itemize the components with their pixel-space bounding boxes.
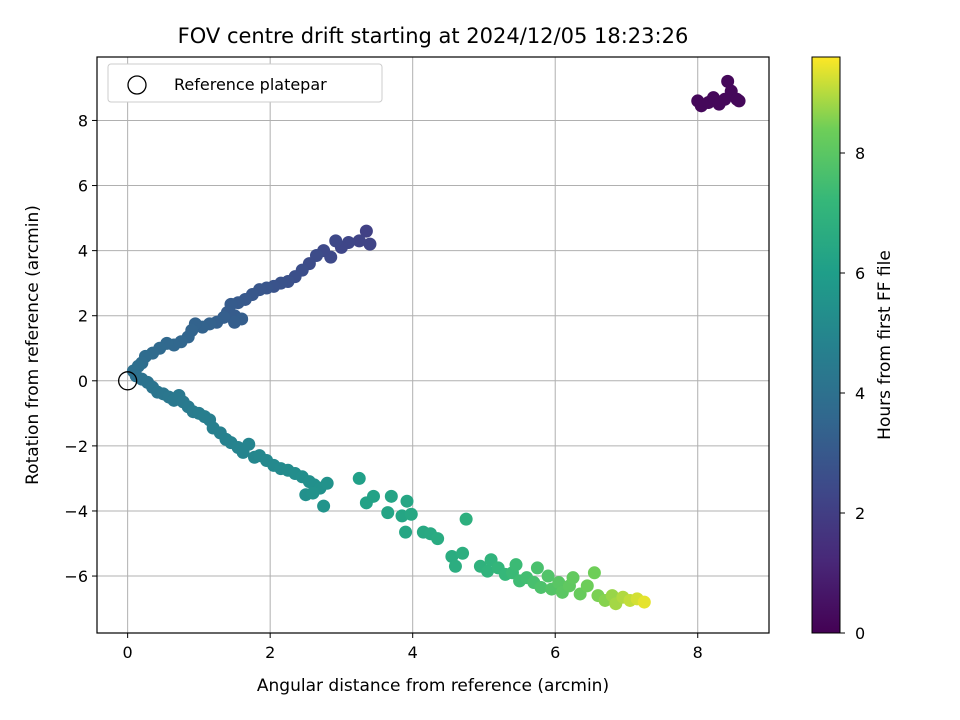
x-tick-label: 8 (693, 643, 703, 662)
data-point (431, 532, 445, 546)
colorbar: 0 2 4 6 8 Hours from first FF file (811, 56, 895, 643)
data-point (732, 94, 746, 108)
y-axis-label: Rotation from reference (arcmin) (23, 205, 43, 485)
data-point (404, 507, 418, 521)
data-point (352, 234, 366, 248)
y-tick-label: 4 (78, 242, 88, 261)
x-axis-ticks: 0 2 4 6 8 (123, 633, 703, 662)
data-point (637, 595, 651, 609)
y-tick-label: −6 (64, 567, 88, 586)
data-point (580, 579, 594, 593)
x-tick-label: 4 (408, 643, 418, 662)
data-point (552, 576, 566, 590)
data-point (448, 559, 462, 573)
colorbar-label: Hours from first FF file (875, 250, 895, 440)
data-point (352, 471, 366, 485)
data-point (721, 74, 735, 88)
y-tick-label: 6 (78, 177, 88, 196)
colorbar-gradient (811, 56, 841, 634)
data-point (384, 489, 398, 503)
colorbar-tick-label: 8 (855, 144, 865, 163)
legend-marker (127, 75, 147, 95)
colorbar-tick-label: 4 (855, 384, 865, 403)
data-point (359, 224, 373, 238)
data-point (366, 489, 380, 503)
data-point (456, 546, 470, 560)
data-point (381, 506, 395, 520)
data-point (445, 550, 459, 564)
y-tick-label: 0 (78, 372, 88, 391)
data-point (459, 512, 473, 526)
grid-lines (97, 57, 769, 633)
colorbar-tick-label: 0 (855, 624, 865, 643)
plot-frame (96, 56, 770, 634)
legend: Reference platepar (107, 63, 383, 103)
data-point (509, 558, 523, 572)
y-tick-label: 2 (78, 307, 88, 326)
x-tick-label: 0 (123, 643, 133, 662)
colorbar-ticks: 0 2 4 6 8 (840, 144, 865, 643)
data-point (242, 437, 256, 451)
y-axis-ticks: −6 −4 −2 0 2 4 6 8 (64, 111, 97, 586)
y-tick-label: 8 (78, 111, 88, 130)
chart-title: FOV centre drift starting at 2024/12/05 … (178, 24, 689, 48)
data-point (534, 580, 548, 594)
data-point (399, 525, 413, 539)
reference-platepar-marker (117, 371, 138, 391)
data-point (363, 237, 377, 251)
data-point (481, 564, 495, 578)
data-point (228, 315, 242, 329)
reference-marker (117, 371, 138, 391)
x-tick-label: 2 (265, 643, 275, 662)
data-point (329, 234, 343, 248)
data-point (317, 499, 331, 513)
colorbar-tick-label: 6 (855, 264, 865, 283)
data-point (541, 569, 555, 583)
data-point (400, 494, 414, 508)
legend-label: Reference platepar (174, 75, 327, 94)
data-point (566, 571, 580, 585)
legend-box (107, 63, 383, 103)
data-point (587, 566, 601, 580)
y-tick-label: −4 (64, 502, 88, 521)
data-point (320, 476, 334, 490)
scatter-points (126, 74, 746, 611)
colorbar-tick-label: 2 (855, 504, 865, 523)
data-point (306, 486, 320, 500)
x-axis-label: Angular distance from reference (arcmin) (257, 676, 609, 696)
x-tick-label: 6 (550, 643, 560, 662)
y-tick-label: −2 (64, 437, 88, 456)
data-point (530, 561, 544, 575)
